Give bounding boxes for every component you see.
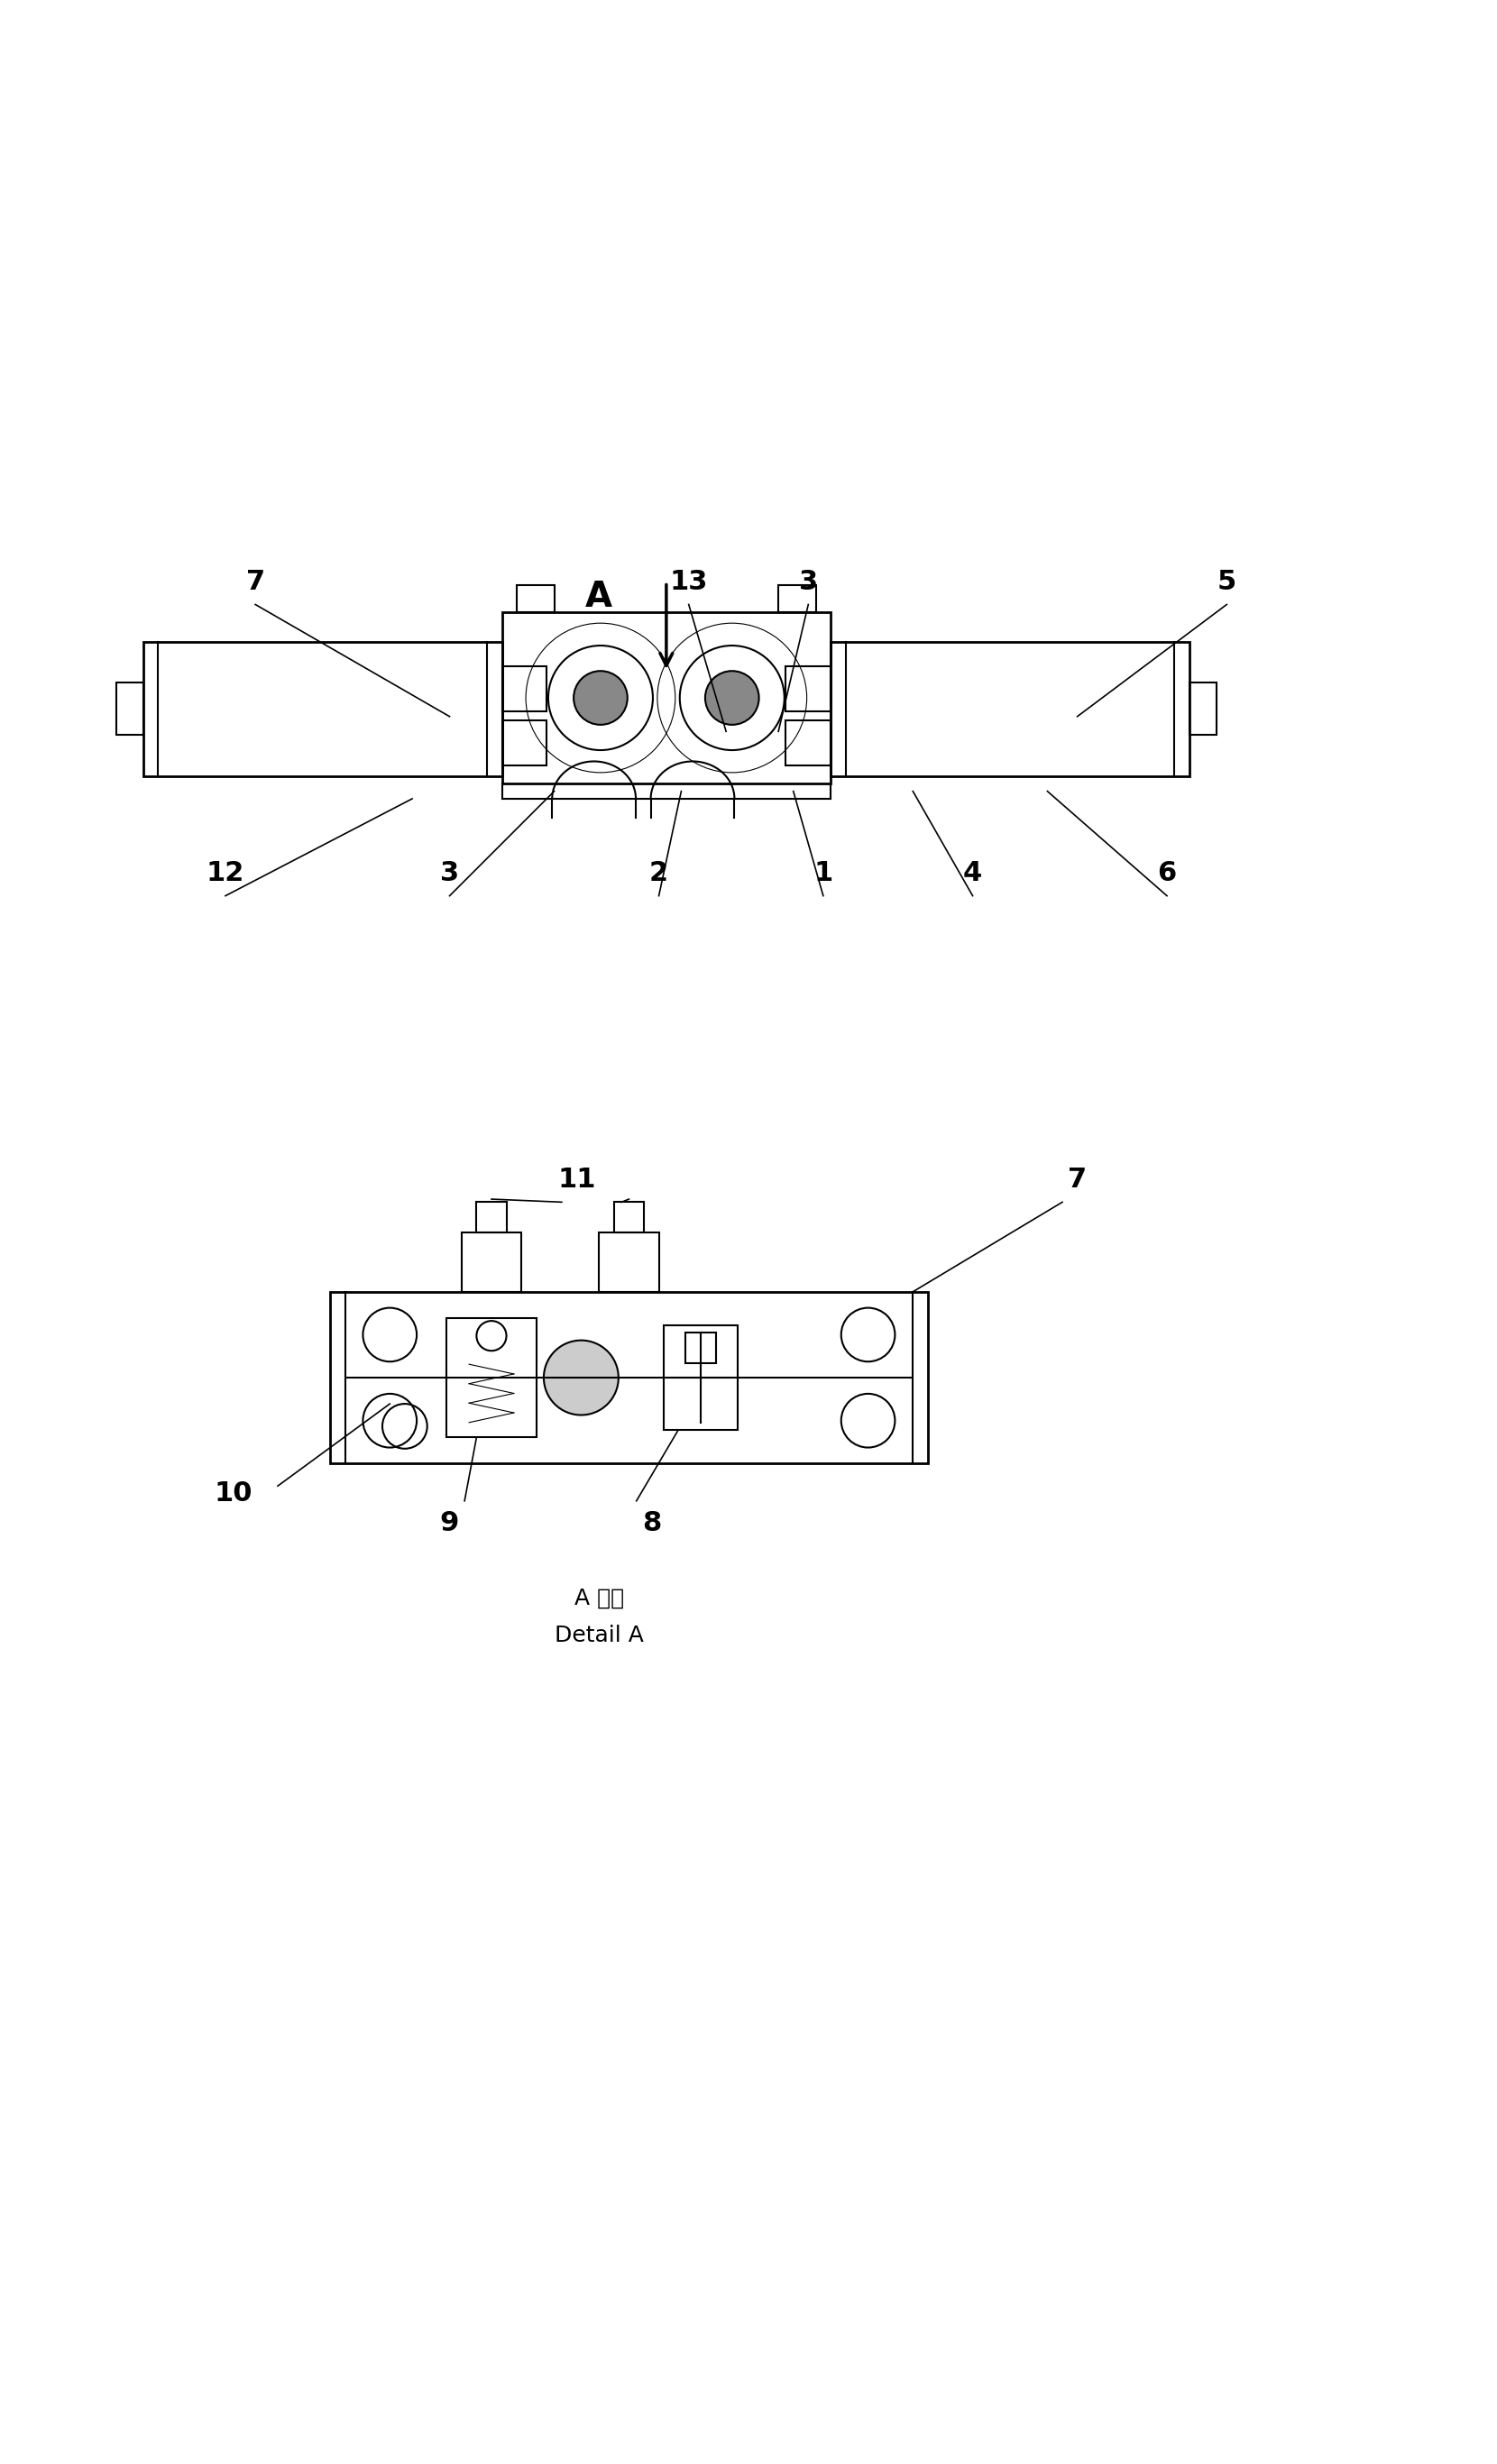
Bar [599, 1232, 659, 1291]
Bar [501, 719, 546, 766]
Circle shape [573, 670, 627, 724]
Text: 7: 7 [1067, 1165, 1087, 1193]
Text: 9: 9 [440, 1510, 460, 1538]
Bar [117, 683, 144, 734]
Text: A: A [585, 579, 612, 614]
Bar [461, 1232, 521, 1291]
Text: 4: 4 [963, 860, 982, 887]
Text: 1: 1 [814, 860, 832, 887]
Bar [831, 641, 1190, 776]
Bar [614, 1202, 644, 1232]
Text: 2: 2 [650, 860, 668, 887]
Text: A 詳細: A 詳細 [575, 1587, 624, 1609]
Text: 3: 3 [440, 860, 460, 887]
Bar [476, 1202, 506, 1232]
Text: 12: 12 [207, 860, 244, 887]
Bar [446, 1318, 536, 1437]
Bar [516, 584, 554, 611]
Bar [686, 1333, 716, 1363]
Text: Detail A: Detail A [554, 1624, 644, 1646]
Text: 3: 3 [799, 569, 817, 596]
Bar [501, 665, 546, 712]
Bar [663, 1326, 738, 1429]
Text: 13: 13 [669, 569, 708, 596]
Bar [329, 1291, 928, 1464]
Bar [144, 641, 501, 776]
Text: 7: 7 [246, 569, 265, 596]
Circle shape [543, 1340, 618, 1414]
Text: 11: 11 [557, 1165, 596, 1193]
Text: 10: 10 [214, 1481, 251, 1506]
Bar [1190, 683, 1216, 734]
Bar [501, 611, 831, 784]
Text: 6: 6 [1157, 860, 1177, 887]
Bar [786, 719, 831, 766]
Bar [786, 665, 831, 712]
Circle shape [476, 1321, 506, 1350]
Bar [778, 584, 816, 611]
Circle shape [705, 670, 759, 724]
Text: 8: 8 [642, 1510, 662, 1538]
Text: 5: 5 [1217, 569, 1237, 596]
